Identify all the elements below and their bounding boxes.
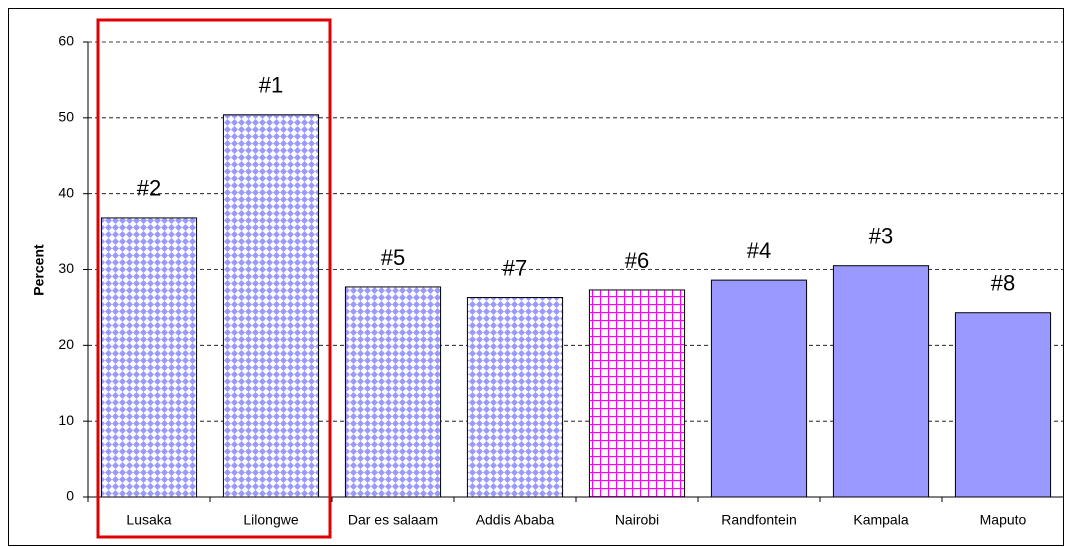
y-tick-label: 60 (58, 33, 74, 49)
x-tick-label: Lilongwe (243, 512, 298, 528)
bar-label: #5 (381, 245, 405, 270)
highlight-box (96, 18, 332, 539)
bar-label: #2 (137, 176, 161, 201)
bar (222, 114, 320, 498)
y-tick-label: 0 (66, 488, 74, 504)
x-tick-label: Maputo (980, 512, 1027, 528)
y-tick-label: 50 (58, 109, 74, 125)
bar (954, 312, 1052, 498)
y-axis-label: Percent (31, 244, 47, 296)
y-tick-label: 10 (58, 412, 74, 428)
y-tick-label: 40 (58, 184, 74, 200)
bar (466, 297, 564, 498)
bar (832, 265, 930, 498)
bar (344, 286, 442, 498)
x-tick-label: Randfontein (721, 512, 797, 528)
x-tick-label: Nairobi (615, 512, 659, 528)
x-tick-label: Kampala (853, 512, 908, 528)
y-tick-label: 20 (58, 336, 74, 352)
bar-label: #1 (259, 73, 283, 98)
x-tick-label: Lusaka (126, 512, 171, 528)
bar (710, 279, 808, 498)
bar-label: #8 (991, 271, 1015, 296)
bar (588, 289, 686, 498)
bar-label: #7 (503, 255, 527, 280)
x-tick-label: Dar es salaam (348, 512, 438, 528)
y-tick-label: 30 (58, 260, 74, 276)
bar-label: #6 (625, 248, 649, 273)
x-tick-label: Addis Ababa (476, 512, 555, 528)
bar-label: #4 (747, 238, 771, 263)
bar-label: #3 (869, 224, 893, 249)
bar (100, 217, 198, 498)
